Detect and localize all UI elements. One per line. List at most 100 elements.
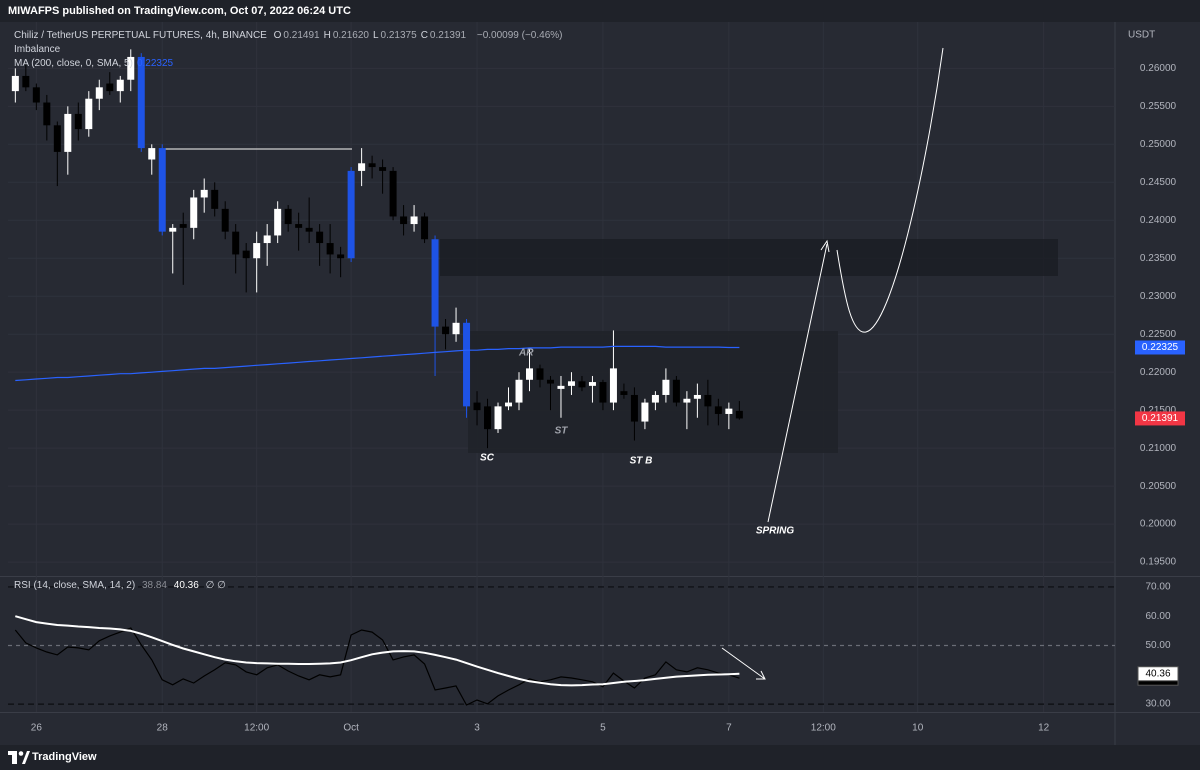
candle-body <box>232 231 240 255</box>
candle-body <box>588 382 596 386</box>
candle-body <box>473 402 481 411</box>
x-tick-label: 5 <box>600 723 606 734</box>
x-tick-label: 12:00 <box>811 723 836 734</box>
candle-body <box>53 125 61 152</box>
candle-body <box>641 402 649 422</box>
annotation: AR <box>518 348 534 359</box>
price-label-box <box>1135 340 1185 355</box>
candle-body <box>379 167 387 171</box>
candle-body <box>64 113 72 152</box>
candle-body <box>85 98 93 130</box>
candle-body <box>274 208 282 236</box>
x-tick-label: 7 <box>726 723 732 734</box>
candle-body <box>263 235 271 244</box>
price-label: 0.22325 <box>1142 342 1179 353</box>
y-tick-label: 0.21500 <box>1140 405 1177 416</box>
projection-curve <box>836 47 944 333</box>
axis-unit: USDT <box>1128 30 1155 41</box>
candle-body <box>410 216 418 225</box>
candle-body <box>116 79 124 92</box>
ma-value: 0.22325 <box>136 58 174 69</box>
plot <box>11 49 743 706</box>
y-tick-label: 70.00 <box>1145 582 1170 593</box>
candle-body <box>358 163 366 171</box>
candle-body <box>316 231 324 244</box>
x-tick-label: 10 <box>912 723 924 734</box>
candle-body <box>253 243 261 259</box>
annotation: ST <box>555 426 569 437</box>
axis-labels: 26 28 12:00 Oct 3 5 7 12:00 10 12 0.26000 0.25500 0.… <box>31 63 1185 734</box>
annotation: SPRING <box>756 526 795 537</box>
legend-row: Chiliz / TetherUS PERPETUAL FUTURES, 4h,… <box>14 30 566 41</box>
imbalance-zone <box>440 239 1058 276</box>
candle-body <box>32 87 40 103</box>
candle-body <box>137 56 145 149</box>
candle-body <box>704 394 712 407</box>
top-bar: MIWAFPS published on TradingView.com, Oc… <box>0 0 1200 22</box>
footer: TradingView <box>0 745 1200 770</box>
y-tick-label: 0.23000 <box>1140 291 1177 302</box>
symbol: Chiliz / TetherUS PERPETUAL FUTURES, 4h,… <box>14 30 267 41</box>
y-tick-label: 0.21000 <box>1140 443 1177 454</box>
indicator: Imbalance <box>14 44 61 55</box>
candle-body <box>578 381 586 388</box>
candle-body <box>22 75 30 88</box>
ohlc-key: C <box>420 30 428 41</box>
rsi-arrow <box>721 647 766 680</box>
candle-body <box>11 75 19 92</box>
logo <box>8 751 30 764</box>
value-label-box <box>1137 666 1179 682</box>
candle-body <box>651 394 659 403</box>
ohlc-key: H <box>323 30 331 41</box>
y-tick-label: 0.22000 <box>1140 367 1177 378</box>
rsi-extra: ∅ ∅ <box>205 580 226 591</box>
candle-body <box>242 250 250 259</box>
rsi-value: 38.84 <box>141 580 167 591</box>
candle-body <box>536 368 544 380</box>
candle-body <box>714 406 722 414</box>
y-tick-label: 0.24500 <box>1140 177 1177 188</box>
candle-body <box>442 326 450 335</box>
ohlc: O 0.21491 H 0.21620 L 0.21375 C 0.21391 <box>274 30 470 41</box>
candle-body <box>662 379 670 395</box>
candle-body <box>630 394 638 422</box>
change: −0.00099 (−0.46%) <box>476 30 563 41</box>
candle-body <box>557 385 565 389</box>
rsi-ma-value: 40.36 <box>173 580 199 591</box>
candle-body <box>148 148 156 160</box>
candle-body <box>74 113 82 130</box>
y-tick-label: 30.00 <box>1145 699 1170 710</box>
candle-body <box>190 197 198 228</box>
candle-body <box>494 406 502 430</box>
price-label-box <box>1135 411 1185 426</box>
ohlc-key: L <box>372 30 379 41</box>
candle-body <box>326 243 334 255</box>
ma-name: MA (200, close, 0, SMA, 5) <box>14 58 133 69</box>
candle-body <box>284 208 292 225</box>
x-tick-label: 12 <box>1038 723 1050 734</box>
candle-body <box>725 408 733 414</box>
candle-body <box>463 322 471 407</box>
ohlc-value: 0.21391 <box>429 30 467 41</box>
projection-arrow <box>767 243 828 523</box>
candle-body <box>599 382 607 403</box>
candle-body <box>546 379 554 384</box>
x-tick-label: 3 <box>474 723 480 734</box>
candle-body <box>295 224 303 228</box>
candle-body <box>431 239 439 327</box>
candle-body <box>525 368 533 380</box>
candle-body <box>515 379 523 403</box>
x-tick-label: 28 <box>157 723 169 734</box>
y-tick-label: 0.25000 <box>1140 139 1177 150</box>
candle-body <box>693 394 701 399</box>
candle-body <box>158 148 166 232</box>
ohlc-value: 0.21375 <box>380 30 417 41</box>
candle-body <box>169 227 177 232</box>
x-tick-label: 12:00 <box>244 723 269 734</box>
rsi-legend: RSI (14, close, SMA, 14, 2) 38.84 40.36 … <box>14 580 230 591</box>
candle-body <box>347 170 355 259</box>
candle-body <box>127 56 135 80</box>
y-tick-label: 0.19500 <box>1140 557 1177 568</box>
